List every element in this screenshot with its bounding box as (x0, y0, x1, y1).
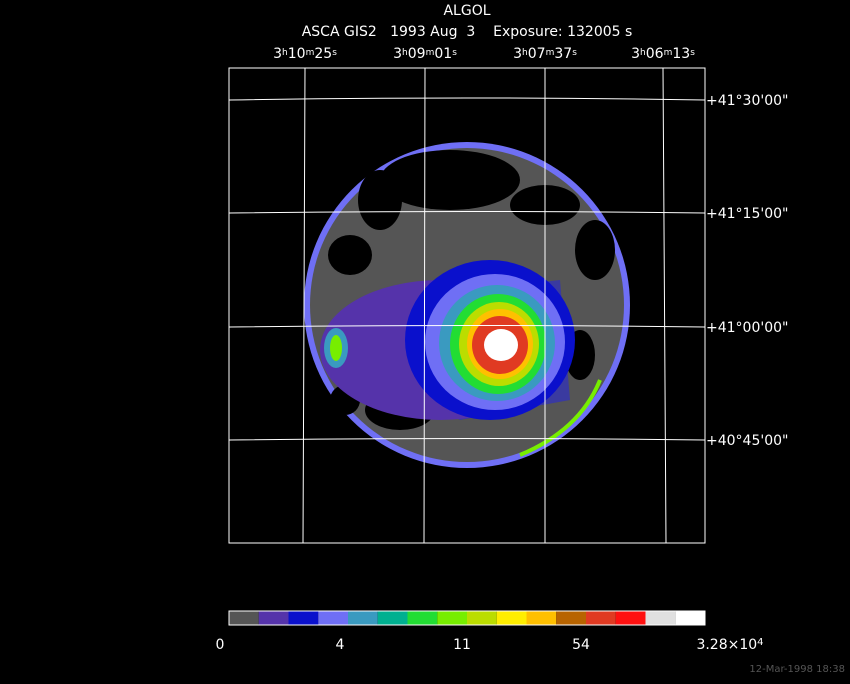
digits: 3 (393, 46, 402, 62)
colorbar-swatch (407, 611, 438, 625)
mantissa: 3.28×10 (696, 637, 757, 653)
colorbar-label: 11 (453, 637, 471, 653)
digits: 07 (528, 46, 546, 62)
unit: s (690, 48, 695, 58)
title: ALGOL (443, 3, 490, 19)
digits: 3 (513, 46, 522, 62)
unit: h (282, 48, 288, 58)
colorbar-swatch (645, 611, 676, 625)
colorbar-swatch (258, 611, 289, 625)
dec-labels: +41°30'00" +41°15'00" +41°00'00" +40°45'00" (706, 93, 788, 449)
digits: 3 (631, 46, 640, 62)
colorbar-label: 4 (336, 637, 345, 653)
colorbar-swatch (467, 611, 497, 625)
ra-labels: 3h10m25s 3h09m01s 3h07m37s 3h06m13s (273, 46, 695, 62)
colorbar-swatch (437, 611, 467, 625)
colorbar-swatch (615, 611, 646, 625)
colorbar-swatch (229, 611, 259, 625)
dec-label: +41°30'00" (706, 93, 788, 109)
unit: h (402, 48, 408, 58)
colorbar-swatch (526, 611, 557, 625)
colorbar-label: 3.28×104 (696, 637, 763, 653)
colorbar-swatch (377, 611, 408, 625)
unit: s (332, 48, 337, 58)
exponent: 4 (757, 637, 763, 648)
unit: h (640, 48, 646, 58)
image (229, 68, 705, 543)
digits: 3 (273, 46, 282, 62)
digits: 37 (554, 46, 572, 62)
colorbar-frame (228, 610, 706, 626)
digits: 06 (646, 46, 664, 62)
ra-label: 3h06m13s (631, 46, 695, 62)
unit: s (572, 48, 577, 58)
coordinate-grid (228, 67, 706, 544)
colorbar: 0 4 11 54 3.28×104 (216, 610, 764, 653)
dec-label: +41°15'00" (706, 206, 788, 222)
digits: 25 (314, 46, 332, 62)
subtitle: ASCA GIS2 1993 Aug 3 Exposure: 132005 s (302, 24, 633, 40)
colorbar-label: 0 (216, 637, 225, 653)
ra-label: 3h07m37s (513, 46, 577, 62)
colorbar-swatch (318, 611, 348, 625)
ra-label: 3h09m01s (393, 46, 457, 62)
unit: m (426, 48, 435, 58)
digits: 13 (672, 46, 690, 62)
ra-label: 3h10m25s (273, 46, 337, 62)
dec-label: +41°00'00" (706, 320, 788, 336)
colorbar-swatch (586, 611, 616, 625)
digits: 10 (288, 46, 306, 62)
colorbar-swatch (288, 611, 319, 625)
unit: s (452, 48, 457, 58)
unit: h (522, 48, 528, 58)
colorbar-swatch (675, 611, 705, 625)
colorbar-label: 54 (572, 637, 590, 653)
digits: 01 (434, 46, 452, 62)
dec-label: +40°45'00" (706, 433, 788, 449)
digits: 09 (408, 46, 426, 62)
unit: m (664, 48, 673, 58)
colorbar-swatch (556, 611, 586, 625)
unit: m (306, 48, 315, 58)
colorbar-swatch (348, 611, 378, 625)
unit: m (546, 48, 555, 58)
timestamp: 12-Mar-1998 18:38 (749, 664, 845, 675)
colorbar-swatch (496, 611, 527, 625)
